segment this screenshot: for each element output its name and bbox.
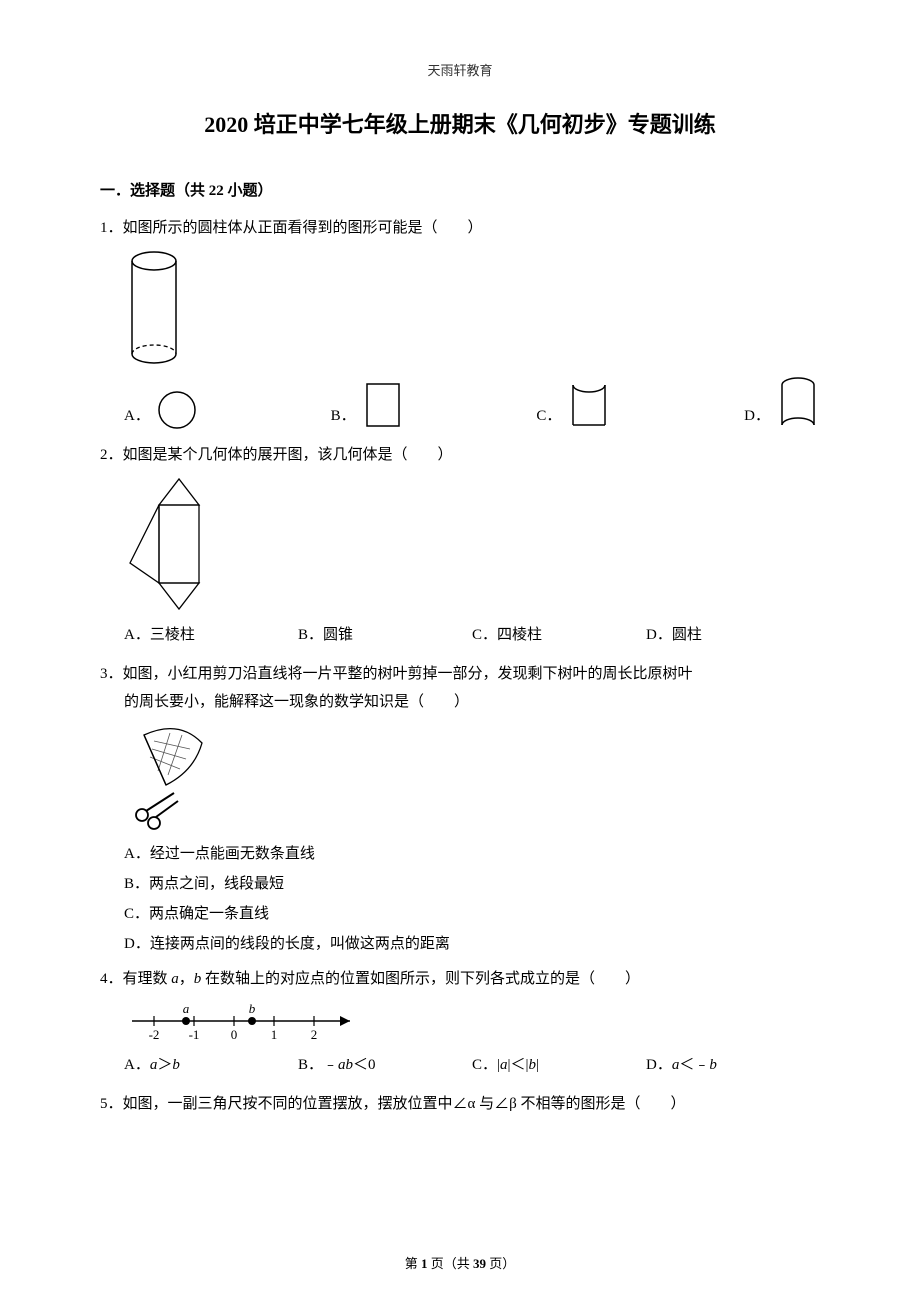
q2-optD: D．圆柱	[646, 621, 820, 650]
q4-optD-pre: D．	[646, 1057, 672, 1073]
q4-optD: D．a＜﹣b	[646, 1051, 820, 1080]
q1-number: 1．	[100, 214, 123, 243]
question-2: 2． 如图是某个几何体的展开图，该几何体是（ ） A．三棱柱 B．圆锥 C．四棱…	[100, 441, 820, 650]
q4-stem-mid: ，	[179, 971, 194, 987]
q4-optA-pre: A．	[124, 1057, 150, 1073]
q4-optD-b: b	[709, 1057, 717, 1073]
main-title: 2020 培正中学七年级上册期末《几何初步》专题训练	[100, 107, 820, 139]
footer-pre: 第	[405, 1256, 421, 1271]
q3-optC: C．两点确定一条直线	[124, 899, 820, 929]
q4-axis-b: b	[249, 1001, 256, 1016]
q4-var-a1: a	[171, 971, 179, 987]
q4-optC-pre: C．|	[472, 1057, 500, 1073]
q4-optC-b: b	[529, 1057, 537, 1073]
q5-stem: 如图，一副三角尺按不同的位置摆放，摆放位置中∠α 与∠β 不相等的图形是（ ）	[123, 1090, 820, 1119]
q2-stem: 如图是某个几何体的展开图，该几何体是（ ）	[123, 441, 820, 470]
page-footer: 第 1 页（共 39 页）	[0, 1253, 920, 1272]
q4-tick-m1: -1	[189, 1027, 200, 1042]
q4-tick-1: 1	[271, 1027, 278, 1042]
q4-optA-rel: ＞	[157, 1057, 172, 1073]
q3-optD: D．连接两点间的线段的长度，叫做这两点的距离	[124, 929, 820, 959]
q1-optD-label: D．	[744, 402, 770, 431]
footer-mid: 页（共	[427, 1256, 473, 1271]
q4-optB-rel: ＜0	[353, 1057, 376, 1073]
q3-optA: A．经过一点能画无数条直线	[124, 839, 820, 869]
q1-optB: B．	[331, 379, 404, 431]
q4-optA: A．a＞b	[124, 1051, 298, 1080]
question-1: 1． 如图所示的圆柱体从正面看得到的图形可能是（ ） A． B． C．	[100, 214, 820, 431]
q4-figure: a b -2 -1 0 1 2	[100, 999, 820, 1045]
q4-optB-a: a	[338, 1057, 346, 1073]
q3-options: A．经过一点能画无数条直线 B．两点之间，线段最短 C．两点确定一条直线 D．连…	[100, 839, 820, 959]
q4-number: 4．	[100, 965, 123, 994]
q5-number: 5．	[100, 1090, 123, 1119]
header-brand: 天雨轩教育	[100, 60, 820, 79]
question-5: 5． 如图，一副三角尺按不同的位置摆放，摆放位置中∠α 与∠β 不相等的图形是（…	[100, 1090, 820, 1119]
q2-figure	[100, 475, 820, 615]
q4-optD-rel: ＜﹣	[679, 1057, 709, 1073]
q4-optC-a: a	[500, 1057, 508, 1073]
q1-optC-label: C．	[536, 402, 561, 431]
q1-optA-label: A．	[124, 402, 150, 431]
question-4: 4． 有理数 a，b 在数轴上的对应点的位置如图所示，则下列各式成立的是（ ） …	[100, 965, 820, 1080]
section-heading: 一．选择题（共 22 小题）	[100, 179, 820, 200]
q4-stem-post: 在数轴上的对应点的位置如图所示，则下列各式成立的是（ ）	[201, 971, 640, 987]
q1-optB-label: B．	[331, 402, 356, 431]
q2-optC: C．四棱柱	[472, 621, 646, 650]
q1-stem: 如图所示的圆柱体从正面看得到的图形可能是（ ）	[123, 214, 820, 243]
q3-optB: B．两点之间，线段最短	[124, 869, 820, 899]
q1-figure	[100, 249, 820, 369]
q1-optC: C．	[536, 375, 611, 431]
q4-tick-0: 0	[231, 1027, 238, 1042]
q4-tick-m2: -2	[149, 1027, 160, 1042]
question-3: 3． 如图，小红用剪刀沿直线将一片平整的树叶剪掉一部分，发现剩下树叶的周长比原树…	[100, 660, 820, 959]
q4-optB-b: b	[346, 1057, 354, 1073]
q3-stem-l2: 的周长要小，能解释这一现象的数学知识是（ ）	[100, 688, 820, 717]
q1-optD: D．	[744, 375, 820, 431]
q4-optB-pre: B．﹣	[298, 1057, 338, 1073]
q1-options: A． B． C． D．	[100, 375, 820, 431]
footer-total: 39	[473, 1256, 486, 1271]
q2-number: 2．	[100, 441, 123, 470]
q2-optA: A．三棱柱	[124, 621, 298, 650]
q4-tick-2: 2	[311, 1027, 318, 1042]
q4-stem-pre: 有理数	[123, 971, 172, 987]
q3-number: 3．	[100, 660, 123, 689]
q4-stem: 有理数 a，b 在数轴上的对应点的位置如图所示，则下列各式成立的是（ ）	[123, 965, 820, 994]
footer-post: 页）	[486, 1256, 515, 1271]
q4-optB: B．﹣ab＜0	[298, 1051, 472, 1080]
q4-optA-b: b	[172, 1057, 180, 1073]
q4-optC: C．|a|＜|b|	[472, 1051, 646, 1080]
q3-stem-l1: 如图，小红用剪刀沿直线将一片平整的树叶剪掉一部分，发现剩下树叶的周长比原树叶	[123, 660, 820, 689]
q3-figure	[100, 723, 820, 833]
q4-optC-mid: |＜|	[508, 1057, 529, 1073]
q4-axis-a: a	[183, 1001, 190, 1016]
q1-optA: A．	[124, 389, 198, 431]
q4-options: A．a＞b B．﹣ab＜0 C．|a|＜|b| D．a＜﹣b	[100, 1051, 820, 1080]
q2-options: A．三棱柱 B．圆锥 C．四棱柱 D．圆柱	[100, 621, 820, 650]
q4-optC-end: |	[536, 1057, 539, 1073]
q2-optB: B．圆锥	[298, 621, 472, 650]
